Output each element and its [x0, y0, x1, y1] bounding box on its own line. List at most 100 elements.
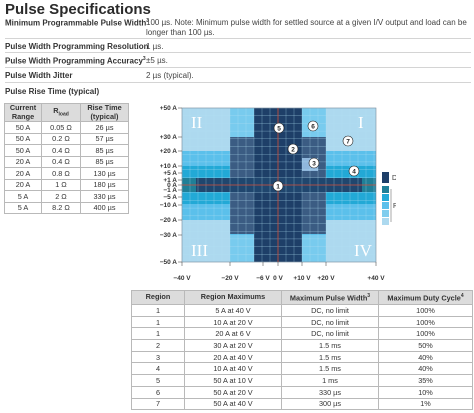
table-row: 1 20 A at 6 V DC, no limit 100% — [131, 327, 473, 341]
operating-regions-chart: +50 A+30 A+20 A+10 A+5 A+1 A0 A−1 A−5 A−… — [160, 105, 396, 282]
cell-pulse: 1 ms — [281, 374, 379, 387]
spec-row-jitter: Pulse Width Jitter 2 µs (typical). — [5, 68, 471, 83]
spec-label: Minimum Programmable Pulse Width3 — [5, 18, 149, 28]
cell-pulse: DC, no limit — [281, 315, 379, 329]
x-tick-label: −6 V — [256, 275, 270, 282]
legend-swatch-dc — [382, 172, 389, 183]
table-header-row: Region Region Maximums Maximum Pulse Wid… — [131, 290, 473, 305]
header-line: R — [53, 105, 59, 115]
cell-range: 5 A — [4, 201, 42, 214]
spec-row-resolution: Pulse Width Programming Resolution 1 µs. — [5, 39, 471, 53]
cell-region: 2 — [131, 339, 185, 352]
y-tick-label: −5 A — [163, 194, 177, 201]
legend-swatch-pulse — [382, 218, 389, 225]
spec-label-text: Pulse Width Programming Accuracy — [5, 56, 143, 66]
footnote-mark: 3 — [146, 18, 150, 24]
table-row: 50 A 0.05 Ω 26 µs — [4, 121, 129, 134]
cell-region: 1 — [131, 315, 185, 329]
legend-swatch-pulse — [382, 210, 389, 217]
y-tick-label: +20 A — [160, 148, 178, 155]
region-7-light-block — [326, 220, 376, 262]
region-marker-label: 3 — [312, 160, 316, 167]
table-row: 20 A 0.8 Ω 130 µs — [4, 167, 129, 180]
table-header-row: Current Range Rload Rise Time (typical) — [4, 103, 129, 122]
table-row: 2 30 A at 20 V 1.5 ms 50% — [131, 339, 473, 352]
table-row: 50 A 0.2 Ω 57 µs — [4, 132, 129, 145]
legend-label-dc: DC — [392, 175, 396, 182]
cell-range: 50 A — [4, 132, 42, 145]
cell-range: 20 A — [4, 167, 42, 180]
cell-rload: 8.2 Ω — [41, 201, 81, 214]
cell-rise: 26 µs — [80, 121, 129, 134]
rise-time-table: Current Range Rload Rise Time (typical) 50… — [4, 103, 129, 214]
y-tick-label: +30 A — [160, 134, 178, 141]
cell-max: 30 A at 20 V — [184, 339, 282, 352]
cell-duty: 100% — [378, 327, 473, 341]
table-row: 1 10 A at 20 V DC, no limit 100% — [131, 315, 473, 329]
cell-pulse: DC, no limit — [281, 304, 379, 317]
y-tick-label: −30 A — [160, 232, 178, 239]
region-marker-label: 2 — [291, 146, 295, 153]
spec-row-accuracy: Pulse Width Programming Accuracy3 ±5 µs. — [5, 53, 471, 68]
cell-range: 50 A — [4, 121, 42, 134]
spec-label: Pulse Width Programming Resolution — [5, 42, 149, 51]
header-line: Rise Time — [87, 103, 122, 112]
cell-max: 50 A at 40 V — [184, 397, 282, 411]
header-line: Current — [9, 103, 37, 112]
col-region: Region — [131, 290, 185, 305]
footnote-mark: 3 — [367, 293, 371, 300]
quadrant-label: I — [358, 113, 364, 132]
cell-max: 10 A at 40 V — [184, 362, 282, 376]
x-tick-label: 0 V — [273, 275, 283, 282]
legend-label-pulse: Pulse — [393, 203, 396, 210]
region-marker — [307, 120, 319, 132]
cell-region: 5 — [131, 374, 185, 387]
page-title: Pulse Specifications — [5, 1, 151, 18]
cell-pulse: 300 µs — [281, 397, 379, 411]
legend-swatch-pulse — [382, 186, 389, 193]
table-row: 7 50 A at 40 V 300 µs 1% — [131, 397, 473, 411]
chart-region-markers: 1 2 3 4 5 6 7 — [272, 120, 360, 192]
header-line: Range — [11, 111, 35, 121]
spec-label-text: Minimum Programmable Pulse Width — [5, 18, 147, 28]
cell-rload: 0.8 Ω — [41, 167, 81, 180]
cell-region: 1 — [131, 304, 185, 317]
spec-value: 2 µs (typical). — [146, 71, 194, 80]
x-tick-label: −40 V — [173, 275, 191, 282]
cell-pulse: DC, no limit — [281, 327, 379, 341]
rise-time-title: Pulse Rise Time (typical) — [5, 87, 100, 96]
quadrant-label: II — [191, 113, 203, 132]
y-tick-label: 0 A — [167, 182, 177, 189]
col-pulse-width: Maximum Pulse Width3 — [281, 290, 379, 305]
region-marker-label: 6 — [311, 123, 315, 130]
cell-rload: 0.4 Ω — [41, 155, 81, 168]
cell-range: 20 A — [4, 155, 42, 168]
legend-swatch-pulse — [382, 194, 389, 201]
chart-tick-labels: +50 A+30 A+20 A+10 A+5 A+1 A0 A−1 A−5 A−… — [160, 105, 386, 282]
x-tick-label: +40 V — [367, 275, 385, 282]
cell-max: 50 A at 20 V — [184, 385, 282, 399]
cell-region: 1 — [131, 327, 185, 341]
cell-range: 5 A — [4, 190, 42, 203]
table-row: 3 20 A at 40 V 1.5 ms 40% — [131, 350, 473, 364]
region-marker-label: 5 — [277, 125, 281, 132]
cell-duty: 100% — [378, 304, 473, 317]
cell-duty: 40% — [378, 362, 473, 376]
x-tick-label: −20 V — [221, 275, 239, 282]
cell-rise: 57 µs — [80, 132, 129, 145]
region-marker — [272, 180, 284, 192]
col-rise-time: Rise Time (typical) — [80, 103, 129, 122]
footnote-mark: 4 — [460, 293, 464, 300]
table-row: 20 A 0.4 Ω 85 µs — [4, 155, 129, 168]
chart-legend: DC Pulse — [382, 172, 396, 225]
cell-rise: 85 µs — [80, 155, 129, 168]
footnote-mark: 3 — [142, 56, 146, 62]
y-tick-label: +5 A — [163, 170, 177, 177]
cell-rise: 400 µs — [80, 201, 129, 214]
x-tick-label: +20 V — [317, 275, 335, 282]
table-row: 50 A 0.4 Ω 85 µs — [4, 144, 129, 157]
y-tick-label: −10 A — [160, 202, 178, 209]
